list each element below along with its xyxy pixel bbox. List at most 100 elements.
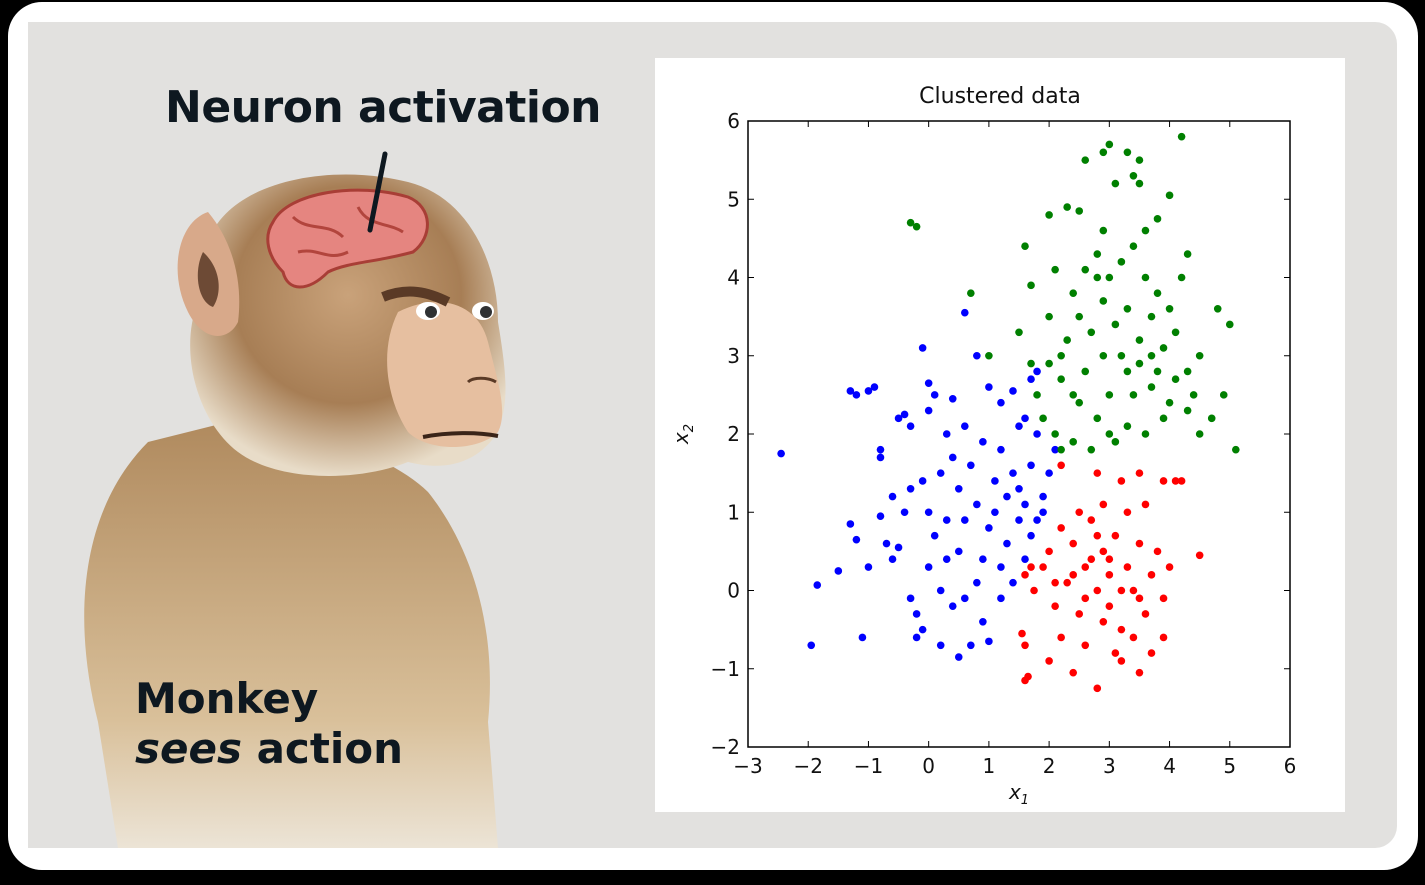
x-tick-label: 6 xyxy=(1284,754,1297,778)
data-point xyxy=(1099,547,1108,556)
data-point xyxy=(834,567,843,575)
data-point xyxy=(1213,305,1222,313)
data-point xyxy=(997,563,1005,571)
y-tick-label: 6 xyxy=(727,109,740,133)
data-point xyxy=(1135,539,1144,548)
x-tick-label: 2 xyxy=(1043,754,1056,778)
data-point xyxy=(1087,445,1096,454)
data-point xyxy=(1117,625,1126,634)
data-point xyxy=(967,289,975,297)
data-point xyxy=(1018,629,1026,638)
data-point xyxy=(924,563,933,571)
data-point xyxy=(1051,602,1059,610)
data-point xyxy=(961,422,969,430)
data-point xyxy=(1069,668,1077,677)
data-point xyxy=(876,445,885,454)
data-point xyxy=(1105,555,1114,563)
data-point xyxy=(1099,618,1108,626)
data-point xyxy=(936,586,945,595)
data-point xyxy=(1141,430,1150,438)
data-point xyxy=(1069,391,1077,399)
data-point xyxy=(1165,563,1174,571)
data-point xyxy=(912,610,921,618)
data-point xyxy=(1135,594,1144,603)
data-point xyxy=(1153,215,1162,223)
x-tick-label: 1 xyxy=(983,754,996,778)
data-point xyxy=(846,520,855,528)
data-point xyxy=(1123,508,1132,517)
data-point xyxy=(973,578,981,587)
data-point xyxy=(1039,563,1047,571)
data-point xyxy=(991,477,999,485)
data-point xyxy=(1195,430,1204,438)
data-point xyxy=(924,379,933,387)
y-tick-label: −1 xyxy=(711,657,740,681)
data-point xyxy=(1225,320,1234,329)
data-point xyxy=(1069,539,1077,548)
data-point xyxy=(1045,359,1053,368)
x-tick-label: 5 xyxy=(1223,754,1236,778)
data-point xyxy=(954,547,963,556)
data-point xyxy=(1147,649,1156,657)
data-point xyxy=(979,555,987,563)
data-point xyxy=(1129,171,1138,180)
data-point xyxy=(936,641,945,650)
data-point xyxy=(1033,367,1041,376)
plot-frame xyxy=(747,120,1291,748)
x-tick-label: −1 xyxy=(854,754,883,778)
caption-line-2: sees action xyxy=(135,724,403,774)
data-point xyxy=(1075,610,1084,618)
data-point xyxy=(973,500,981,509)
y-tick-label: 3 xyxy=(727,344,740,368)
data-point xyxy=(967,461,975,470)
data-point xyxy=(930,391,939,399)
data-point xyxy=(997,445,1005,454)
y-tick-label: 5 xyxy=(727,187,740,211)
data-point xyxy=(1039,508,1047,517)
data-point xyxy=(1057,633,1065,642)
data-point xyxy=(1069,438,1077,446)
x-tick-label: 4 xyxy=(1163,754,1176,778)
data-point xyxy=(1021,414,1029,423)
data-point xyxy=(1051,430,1059,438)
data-point xyxy=(1171,375,1180,384)
data-point xyxy=(1063,336,1071,344)
data-point xyxy=(1009,387,1017,395)
data-point xyxy=(1117,586,1126,595)
data-point xyxy=(1195,551,1204,560)
data-point xyxy=(942,430,951,438)
data-point xyxy=(1159,477,1168,485)
data-point xyxy=(1087,328,1096,337)
data-point xyxy=(918,477,927,485)
data-point xyxy=(1099,500,1108,509)
data-point xyxy=(1057,445,1065,454)
data-point xyxy=(1081,265,1090,274)
data-point xyxy=(1117,657,1126,665)
data-point xyxy=(1081,367,1090,376)
data-point xyxy=(906,594,915,603)
data-point xyxy=(876,453,885,462)
data-point xyxy=(1039,492,1047,501)
data-point xyxy=(1057,461,1065,470)
y-axis-label: x2 xyxy=(669,424,697,445)
data-point xyxy=(1027,359,1035,368)
data-point xyxy=(864,563,873,571)
data-point xyxy=(1081,594,1090,603)
data-point xyxy=(906,484,915,493)
caption-line-1: Monkey xyxy=(135,674,319,723)
data-point xyxy=(1093,586,1102,595)
data-point xyxy=(1033,430,1041,438)
data-point xyxy=(1105,571,1114,579)
data-point xyxy=(930,531,939,540)
data-point xyxy=(1015,516,1023,524)
data-point xyxy=(1135,179,1144,188)
data-point xyxy=(1171,477,1180,485)
data-point xyxy=(1087,555,1096,563)
data-point xyxy=(961,516,969,524)
data-point xyxy=(1135,336,1144,344)
data-point xyxy=(1021,571,1029,579)
data-point xyxy=(1183,250,1192,258)
data-point xyxy=(1159,594,1168,603)
data-point xyxy=(1057,524,1065,532)
data-point xyxy=(1039,414,1047,423)
